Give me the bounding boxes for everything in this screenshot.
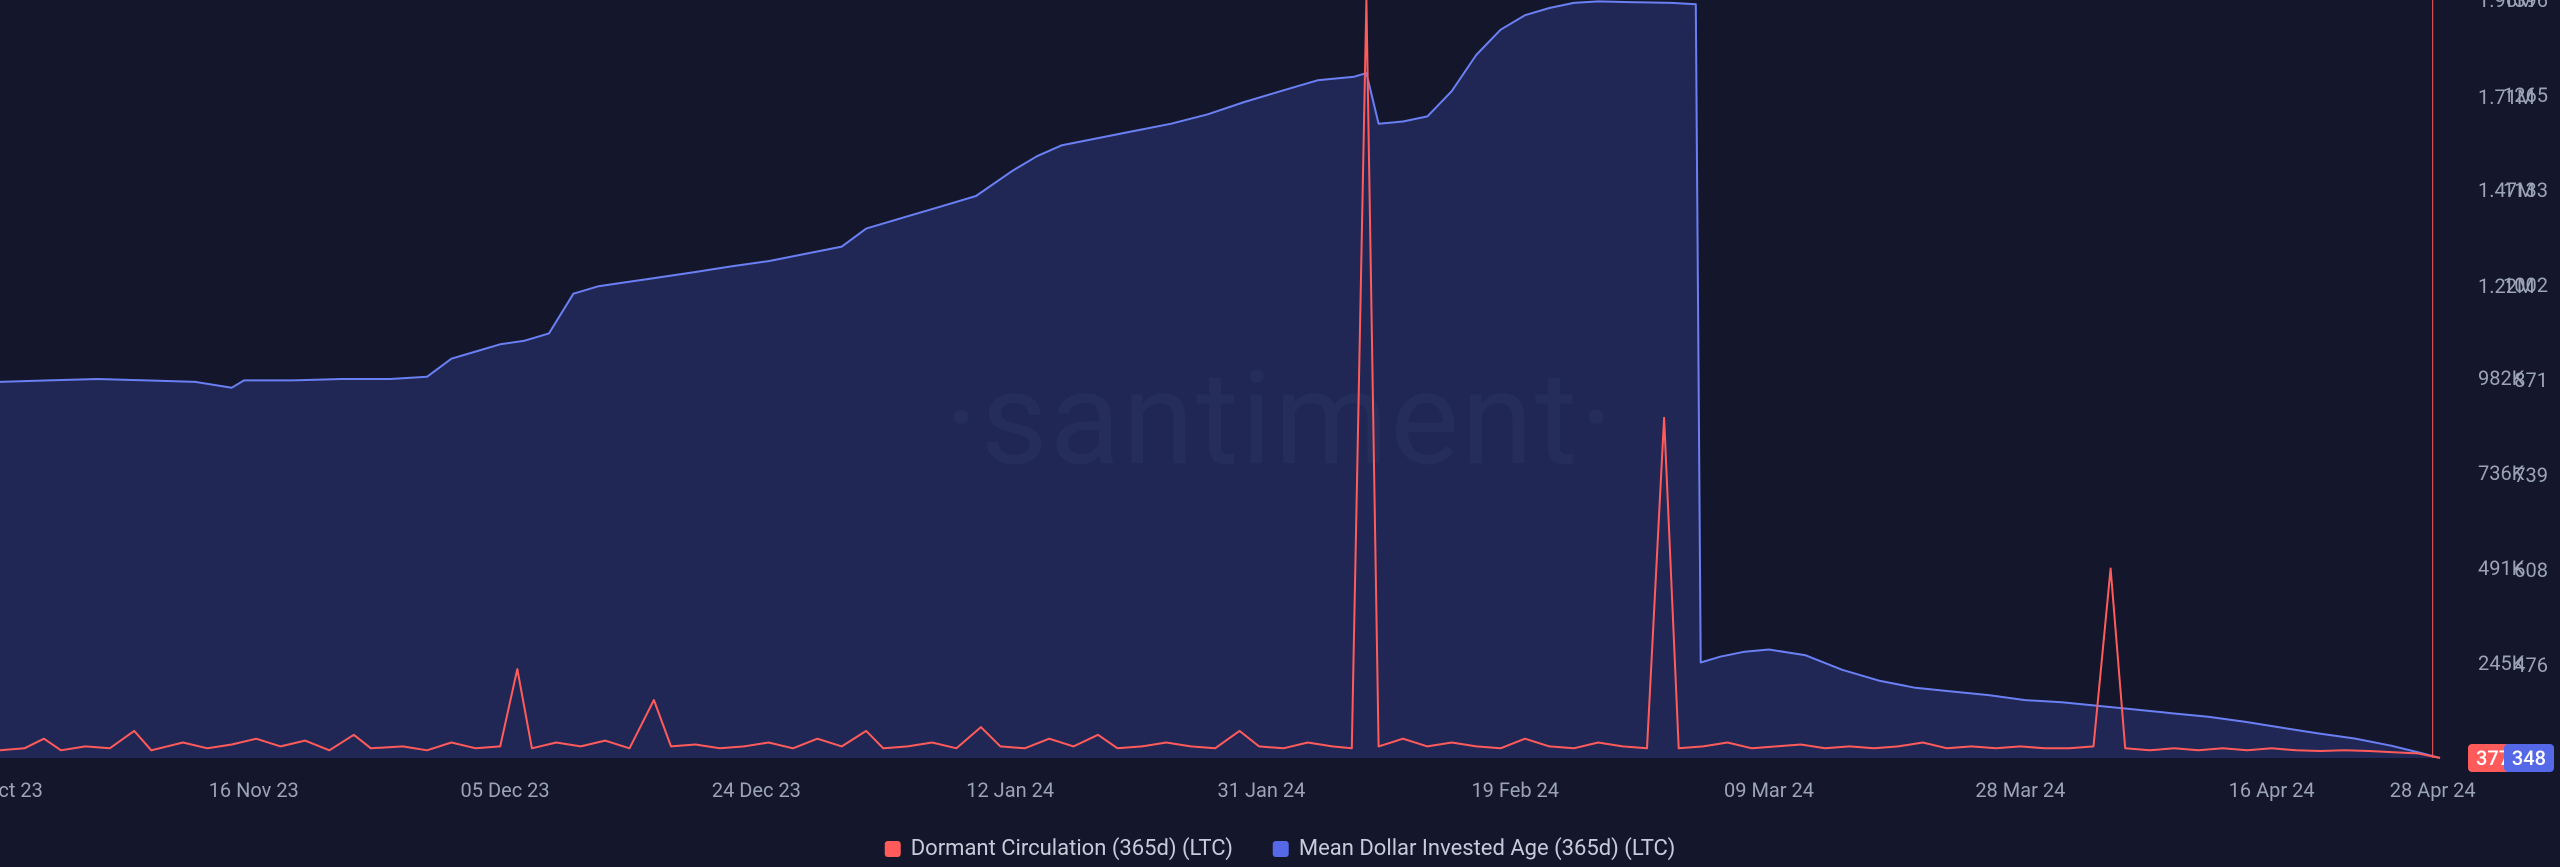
y-tick-label-series-b: 1002: [2503, 273, 2548, 297]
x-tick-label: 16 Apr 24: [2229, 778, 2315, 802]
x-tick-label: 05 Dec 23: [461, 778, 550, 802]
x-tick-label: 31 Jan 24: [1218, 778, 1306, 802]
legend-item-dormant[interactable]: Dormant Circulation (365d) (LTC): [885, 836, 1233, 861]
x-tick-label: 12 Jan 24: [966, 778, 1054, 802]
x-tick-label: 28 Mar 24: [1975, 778, 2065, 802]
y-tick-label-series-b: 608: [2514, 558, 2548, 582]
y-tick-label-series-b: 476: [2514, 653, 2548, 677]
y-tick-label-series-b: 1265: [2503, 83, 2548, 107]
y-tick-label-series-b: 1133: [2503, 178, 2548, 202]
legend-label: Mean Dollar Invested Age (365d) (LTC): [1299, 836, 1675, 861]
x-tick-label: 19 Feb 24: [1471, 778, 1559, 802]
y-tick-label-series-b: 1396: [2503, 0, 2548, 12]
x-tick-label: 28 Apr 24: [2390, 778, 2476, 802]
legend: Dormant Circulation (365d) (LTC) Mean Do…: [885, 836, 1676, 861]
y-tick-label-series-b: 739: [2514, 463, 2548, 487]
x-tick-label: 16 Nov 23: [209, 778, 299, 802]
legend-swatch-icon: [885, 841, 901, 857]
legend-item-mdia[interactable]: Mean Dollar Invested Age (365d) (LTC): [1273, 836, 1675, 861]
x-tick-label: 28 Oct 23: [0, 778, 43, 802]
x-tick-label: 24 Dec 23: [712, 778, 801, 802]
x-tick-label: 09 Mar 24: [1724, 778, 1814, 802]
chart-container: ·santiment· 28 Oct 2316 Nov 2305 Dec 232…: [0, 0, 2560, 867]
y-tick-label-series-b: 871: [2514, 368, 2548, 392]
legend-swatch-icon: [1273, 841, 1289, 857]
chart-svg[interactable]: [0, 0, 2560, 867]
current-value-badge-series-b: 348: [2504, 744, 2554, 772]
legend-label: Dormant Circulation (365d) (LTC): [911, 836, 1233, 861]
